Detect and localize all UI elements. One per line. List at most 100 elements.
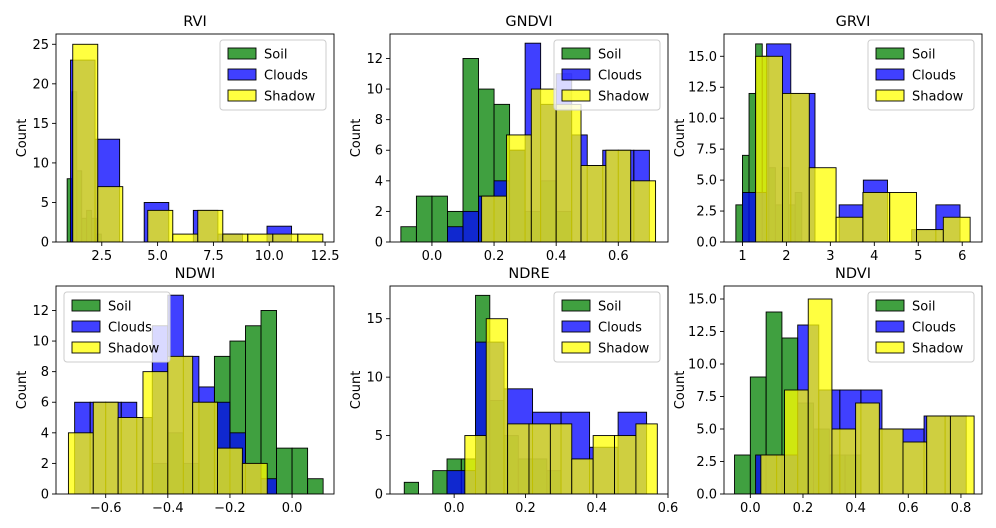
bar-shadow (147, 209, 174, 242)
x-tick-label: 0.6 (608, 249, 629, 264)
y-tick-label: 12 (32, 304, 49, 319)
legend-label: Clouds (264, 69, 308, 84)
x-tick-label: 0.2 (515, 501, 536, 516)
y-tick-label: 5.0 (696, 423, 717, 438)
legend: Soil Clouds Shadow (867, 291, 975, 363)
bar-shadow (755, 55, 783, 242)
bar-shadow (835, 216, 864, 242)
x-tick-label: 0.6 (898, 501, 919, 516)
bar-shadow (172, 233, 199, 242)
y-axis-label: Count (349, 119, 364, 158)
bar-shadow (902, 441, 928, 494)
legend-label: Soil (598, 300, 621, 315)
legend-label: Shadow (912, 342, 964, 357)
bar-shadow (72, 43, 99, 242)
bar-shadow (784, 389, 809, 494)
y-tick-label: 15 (366, 312, 383, 327)
bar-shadow (949, 415, 975, 494)
bar-soil (260, 310, 277, 494)
axes-frame (389, 285, 669, 495)
bar-shadow (530, 88, 557, 242)
bar-shadow (605, 149, 632, 242)
legend-label: Shadow (598, 342, 650, 357)
x-tick-label: 0.0 (444, 501, 465, 516)
x-tick-label: 10.0 (255, 249, 284, 264)
y-tick-label: 7.5 (696, 143, 717, 158)
subplot-grvi: 1 2 3 4 5 6 0.0 2.5 5.0 7.5 10.0 12.5 15.0 GRVI Count S… (673, 14, 983, 264)
bar-shadow (192, 401, 218, 494)
bars-group (66, 43, 324, 242)
legend-swatch-clouds (227, 68, 257, 81)
bar-clouds (462, 210, 479, 242)
bar-shadow (241, 462, 268, 494)
y-tick-label: 12.5 (688, 81, 717, 96)
legend-label: Shadow (108, 342, 160, 357)
bars-group (735, 43, 971, 242)
bar-shadow (782, 92, 810, 242)
bar-shadow (528, 423, 551, 494)
y-tick-label: 8 (375, 113, 383, 128)
bar-soil (403, 481, 419, 494)
y-axis-label: Count (673, 119, 688, 158)
y-tick-label: 10 (32, 156, 49, 171)
x-tick-label: 4 (870, 249, 878, 264)
bar-clouds (447, 226, 464, 242)
bars-group (734, 298, 975, 494)
x-tick-label: 0.8 (951, 501, 972, 516)
legend-label: Shadow (264, 90, 316, 105)
x-tick-label: 0.4 (546, 249, 567, 264)
bars-group (403, 294, 658, 494)
subplot-title: GNDVI (505, 14, 552, 30)
bar-soil (276, 447, 293, 494)
bar-shadow (464, 435, 487, 494)
bar-shadow (481, 195, 507, 242)
y-tick-label: 2 (41, 457, 49, 472)
y-tick-label: 5 (41, 196, 49, 211)
legend-swatch-soil (227, 47, 257, 60)
legend-label: Clouds (912, 321, 956, 336)
bar-soil (431, 195, 448, 242)
bar-shadow (635, 423, 658, 494)
legend-label: Clouds (598, 321, 642, 336)
legend: Soil Clouds Shadow (63, 291, 171, 363)
subplot-title: NDVI (835, 266, 871, 282)
legend-label: Clouds (598, 69, 642, 84)
legend-label: Soil (264, 48, 287, 63)
bar-shadow (485, 318, 509, 494)
legend-swatch-soil (875, 47, 905, 60)
bar-shadow (197, 209, 224, 242)
y-tick-label: 6 (41, 396, 49, 411)
bar-shadow (630, 180, 657, 242)
x-tick-label: 0.2 (484, 249, 505, 264)
bar-shadow (580, 165, 607, 242)
x-tick-label: 0.0 (422, 249, 443, 264)
y-tick-label: 25 (32, 38, 49, 53)
y-tick-label: 10 (366, 371, 383, 386)
subplot-gndvi: 0.0 0.2 0.4 0.6 0 2 4 6 8 10 12 GNDVI Count Soil Cloud… (349, 14, 669, 264)
bar-shadow (549, 423, 573, 494)
y-tick-label: 15.0 (688, 50, 717, 65)
legend-label: Soil (598, 48, 621, 63)
x-tick-label: 12.5 (311, 249, 340, 264)
x-tick-label: 2 (782, 249, 790, 264)
bar-shadow (614, 435, 637, 494)
bar-shadow (889, 192, 917, 242)
legend: Soil Clouds Shadow (553, 39, 661, 111)
subplot-ndre: 0.0 0.2 0.4 0.6 0 5 10 15 NDRE Count Soil Clouds Sha… (349, 266, 678, 516)
y-tick-label: 12.5 (688, 325, 717, 340)
legend-swatch-shadow (875, 89, 905, 102)
bar-shadow (507, 423, 530, 494)
y-tick-label: 4 (375, 174, 383, 189)
x-tick-label: 7.5 (203, 249, 224, 264)
legend: Soil Clouds Shadow (553, 291, 661, 363)
x-tick-label: 1 (738, 249, 746, 264)
x-tick-label: −0.6 (90, 501, 122, 516)
legend: Soil Clouds Shadow (867, 39, 975, 111)
y-tick-label: 0.0 (696, 236, 717, 251)
bar-shadow (67, 432, 94, 494)
legend-swatch-shadow (71, 341, 101, 354)
y-tick-label: 0 (41, 488, 49, 503)
legend-swatch-soil (71, 299, 101, 312)
legend-swatch-clouds (875, 68, 905, 81)
legend-swatch-clouds (561, 68, 591, 81)
